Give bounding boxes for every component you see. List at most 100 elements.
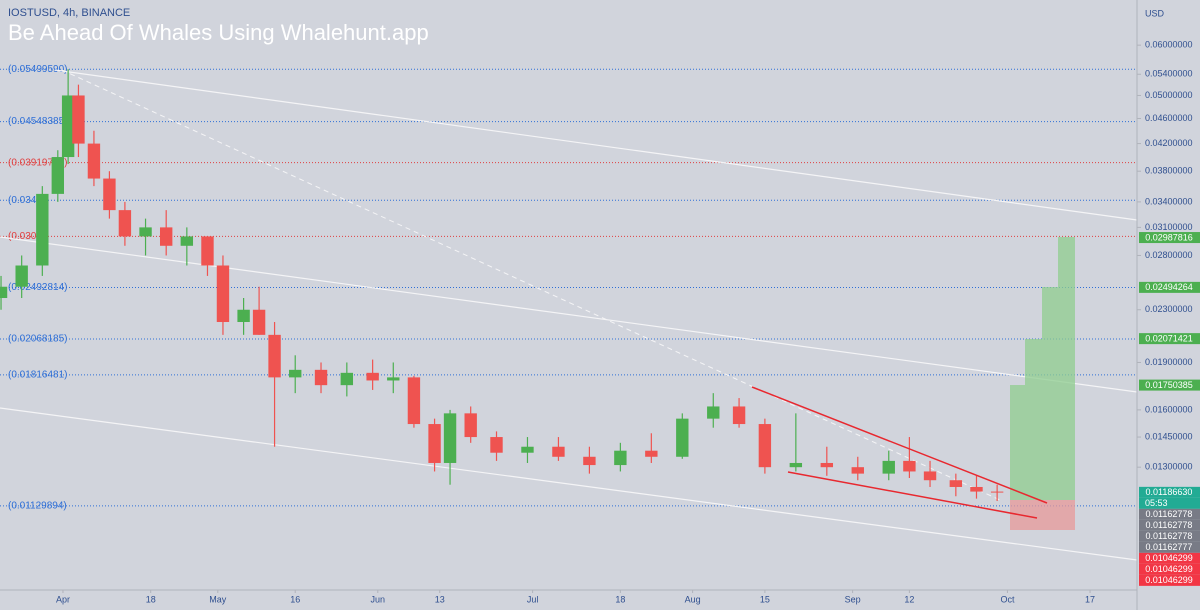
candle-body [159, 227, 173, 246]
candle-body [407, 377, 421, 425]
y-tick-label: 0.02800000 [1145, 250, 1193, 260]
price-label: 0.01046299 [1145, 553, 1193, 563]
x-tick-label: 16 [290, 594, 300, 604]
x-tick-label: 15 [760, 594, 770, 604]
axes: 0.06000000 0.05400000 0.05000000 0.04600000… [56, 40, 1193, 605]
candle-body [201, 236, 214, 266]
y-tick-label: 0.03400000 [1145, 196, 1193, 206]
candle-body [340, 372, 354, 386]
candle-body [103, 178, 116, 211]
candle-body [36, 193, 49, 266]
candle-body [51, 157, 64, 194]
levels: (0.05499590) (0.04548385) (0.03919702) (0.0… [0, 64, 1137, 512]
x-tick-label: Oct [1000, 594, 1015, 604]
price-label-box [1139, 486, 1200, 498]
price-label-box [1139, 508, 1200, 520]
x-tick-label: 18 [146, 594, 156, 604]
trend-line [0, 407, 1138, 561]
x-tick-label: 18 [615, 594, 625, 604]
level-label: (0.02068185) [8, 334, 68, 345]
candle-body [252, 309, 266, 335]
x-tick-label: Jul [527, 594, 539, 604]
y-tick-label: 0.06000000 [1145, 40, 1193, 50]
price-label-box [1139, 232, 1200, 244]
price-label: 0.01162777 [1146, 542, 1193, 552]
level-label: (0.01129894) [8, 501, 67, 512]
candle-body [789, 462, 803, 468]
y-tick-label: 0.01600000 [1145, 404, 1193, 414]
level-label: (0.05499590) [8, 64, 68, 75]
price-label: 0.01750385 [1145, 380, 1193, 390]
candle-body [970, 486, 983, 492]
candle-body [72, 95, 85, 144]
level-label: (0.03420 [8, 195, 48, 206]
candle-body [614, 450, 627, 466]
y-tick-label: 0.01900000 [1145, 357, 1193, 367]
y-tick-label: 0.02300000 [1145, 304, 1193, 314]
y-tick-label: 0.05400000 [1145, 69, 1193, 79]
chart-title: IOSTUSD, 4h, BINANCE [8, 7, 130, 19]
level-label: (0.02492814) [8, 282, 68, 293]
candle-body [61, 95, 75, 158]
wedge-line [751, 386, 1048, 504]
candle-body [289, 369, 302, 378]
candle-body [583, 456, 596, 466]
trend-line [54, 69, 1138, 221]
candle-body [490, 437, 503, 453]
y-tick-label: 0.04200000 [1145, 138, 1193, 148]
candle-body [387, 377, 400, 381]
x-tick-label: Apr [56, 594, 70, 604]
price-label-box [1139, 541, 1200, 553]
candle-body [949, 480, 963, 487]
candle-body [237, 309, 250, 323]
candle-body [851, 467, 864, 474]
candle-body [464, 413, 477, 438]
y-tick-label: 0.04600000 [1145, 113, 1193, 123]
watermark: Be Ahead Of Whales Using Whalehunt.app [8, 20, 429, 45]
price-label-box [1139, 519, 1200, 531]
price-label: 0.01046299 [1145, 564, 1193, 574]
price-label: 0.01046299 [1145, 575, 1193, 585]
candle-body [443, 413, 457, 463]
x-tick-label: Aug [685, 594, 701, 604]
level-label: (0.04548385) [8, 116, 68, 127]
x-tick-label: 13 [435, 594, 445, 604]
candle-body [820, 462, 834, 468]
price-label-box [1139, 552, 1200, 564]
candle-body [366, 372, 379, 381]
candle-body [552, 446, 565, 457]
price-label-box [1139, 530, 1200, 542]
candle-body [732, 406, 746, 425]
dashed-line [61, 69, 1001, 501]
candle-body [139, 227, 152, 237]
candle-body [923, 471, 937, 481]
x-tick-label: 12 [904, 594, 914, 604]
price-label: 0.01162778 [1146, 509, 1193, 519]
y-tick-label: 0.05000000 [1145, 90, 1193, 100]
y-tick-label: 0.03800000 [1145, 166, 1193, 176]
level-label: (0.01816481) [8, 370, 68, 381]
candle-body [521, 446, 534, 453]
candle-body [990, 491, 1004, 493]
candle-body [268, 334, 281, 378]
price-label: 0.02071421 [1145, 334, 1193, 344]
price-label: 0.01186630 [1146, 487, 1193, 497]
candle-body [707, 406, 720, 419]
candle-body [882, 460, 895, 474]
target-box [1025, 339, 1042, 500]
price-label-box [1139, 563, 1200, 575]
y-tick-label: 0.01450000 [1145, 431, 1193, 441]
price-labels: 0.02987816 0.02494264 0.02071421 0.01750385… [1139, 232, 1200, 586]
candle-body [758, 424, 772, 468]
candle-body [0, 286, 8, 299]
countdown-box [1139, 497, 1200, 509]
target-box [1058, 237, 1075, 500]
x-tick-label: 17 [1085, 594, 1095, 604]
wedge-line [787, 471, 1038, 519]
x-tick-label: Jun [371, 594, 386, 604]
countdown: 05:53 [1145, 498, 1168, 508]
candle-body [676, 418, 689, 457]
